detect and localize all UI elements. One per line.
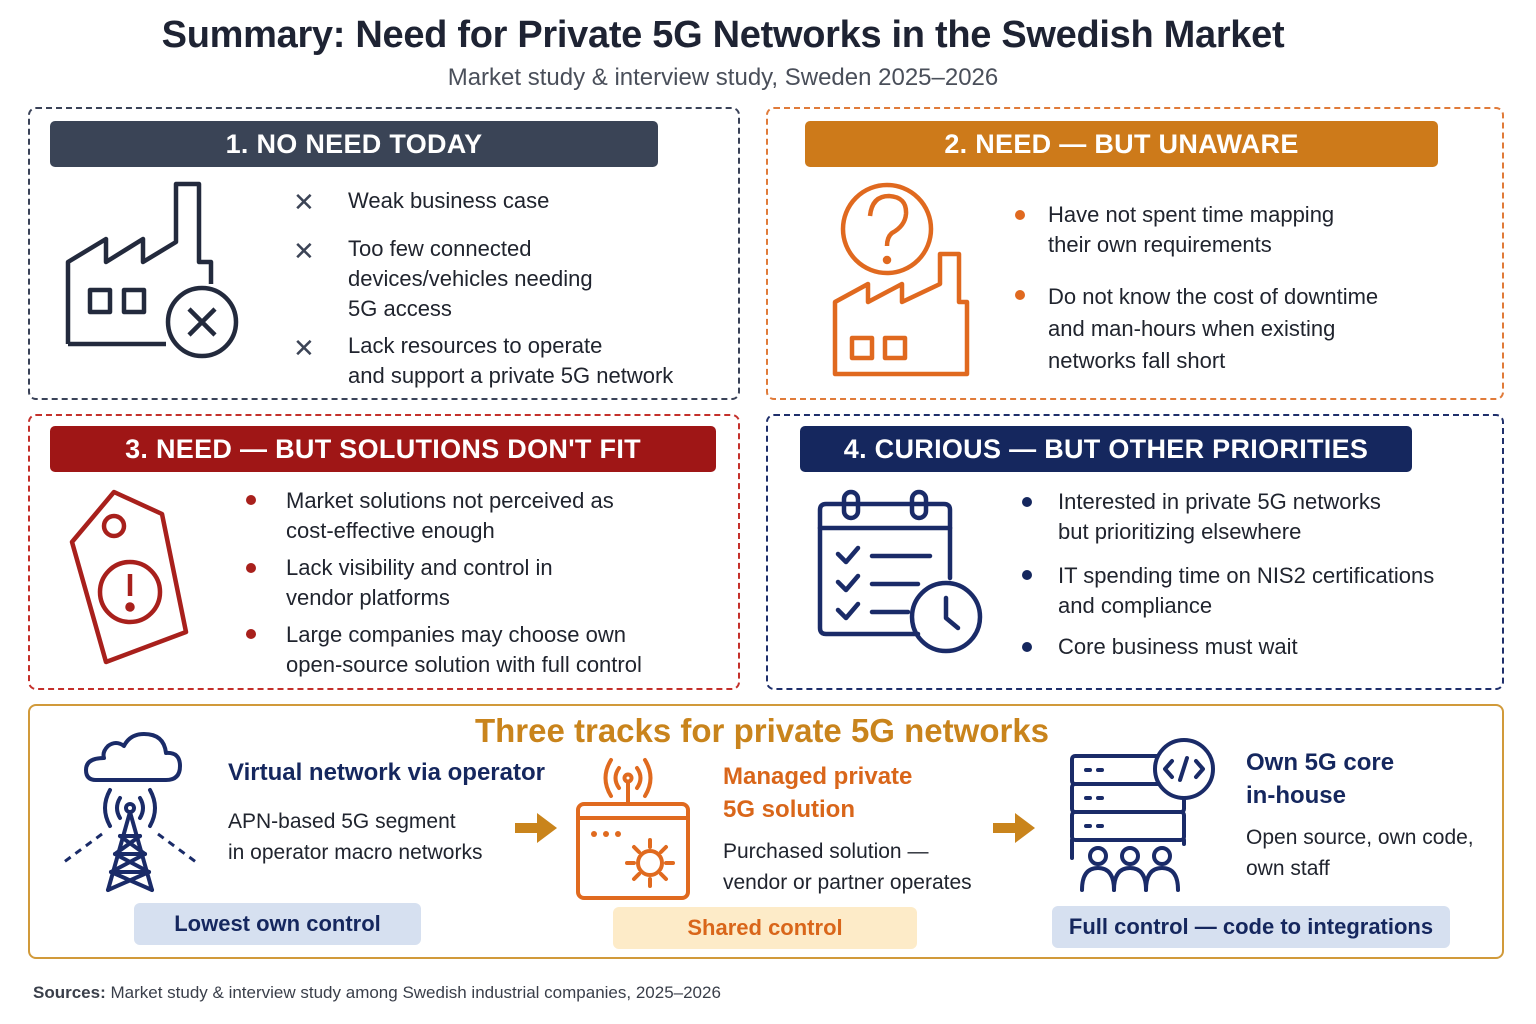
panel-item: Lack visibility and control in vendor pl… — [286, 555, 553, 610]
panel-other-priorities — [766, 414, 1504, 690]
calendar-checklist-clock-icon — [817, 489, 983, 654]
track-description: APN-based 5G segment in operator macro n… — [228, 810, 483, 864]
sources-note: Sources: Market study & interview study … — [33, 983, 721, 1003]
control-badge: Shared control — [613, 907, 917, 949]
panel-item: Market solutions not perceived as cost-e… — [286, 488, 614, 543]
panel-need-unaware — [766, 107, 1504, 400]
track-name: Virtual network via operator — [228, 759, 545, 786]
panel-no-need — [28, 107, 740, 400]
panel-heading-other-priorities: 4. CURIOUS — BUT OTHER PRIORITIES — [800, 426, 1412, 472]
panel-item: IT spending time on NIS2 certifications … — [1058, 563, 1435, 618]
track-name: Own 5G core in-house — [1246, 749, 1395, 809]
panel-item: Interested in private 5G networks but pr… — [1058, 489, 1381, 544]
panel-item: Do not know the cost of downtime and man… — [1048, 284, 1379, 373]
tracks-title: Three tracks for private 5G networks — [474, 712, 1050, 749]
page-title: Summary: Need for Private 5G Networks in… — [161, 14, 1285, 56]
panel-heading-solutions-dont-fit: 3. NEED — BUT SOLUTIONS DON'T FIT — [50, 426, 716, 472]
page-subtitle: Market study & interview study, Sweden 2… — [447, 64, 999, 91]
bullet-dot — [246, 563, 256, 573]
panel-item: Core business must wait — [1058, 634, 1298, 659]
track-name: Managed private 5G solution — [723, 763, 913, 823]
track-description: Purchased solution — vendor or partner o… — [723, 840, 972, 894]
factory-question-icon — [832, 182, 970, 377]
panel-heading-no-need: 1. NO NEED TODAY — [50, 121, 658, 167]
sources-text: Market study & interview study among Swe… — [110, 983, 721, 1002]
arrow-right-icon — [993, 813, 1035, 843]
bullet-dot — [1015, 290, 1025, 300]
managed-box-gear-icon — [576, 758, 690, 900]
panel-item: Have not spent time mapping their own re… — [1048, 202, 1335, 257]
bullet-dot — [1022, 570, 1032, 580]
control-badge: Lowest own control — [134, 903, 421, 945]
server-code-team-icon — [1070, 738, 1215, 892]
x-mark-icon: ✕ — [293, 187, 315, 217]
control-badge: Full control — code to integrations — [1052, 906, 1450, 948]
price-tag-alert-icon — [69, 489, 189, 665]
arrow-right-icon — [515, 813, 557, 843]
panel-item: Weak business case — [348, 188, 550, 213]
x-mark-icon: ✕ — [293, 236, 315, 266]
panel-item: Too few connected devices/vehicles needi… — [348, 236, 593, 321]
panel-item: Lack resources to operate and support a … — [348, 333, 674, 388]
x-mark-icon: ✕ — [293, 333, 315, 363]
panel-item: Large companies may choose own open-sour… — [286, 622, 642, 677]
factory-x-icon — [65, 181, 239, 359]
cloud-tower-icon — [63, 732, 197, 892]
panel-solutions-dont-fit — [28, 414, 740, 690]
bullet-dot — [246, 629, 256, 639]
bullet-dot — [1022, 642, 1032, 652]
bullet-dot — [1015, 210, 1025, 220]
bullet-dot — [1022, 497, 1032, 507]
panel-heading-need-unaware: 2. NEED — BUT UNAWARE — [805, 121, 1438, 167]
tracks-panel — [28, 704, 1504, 959]
sources-label: Sources: — [33, 983, 106, 1002]
bullet-dot — [246, 495, 256, 505]
track-description: Open source, own code, own staff — [1246, 826, 1474, 880]
